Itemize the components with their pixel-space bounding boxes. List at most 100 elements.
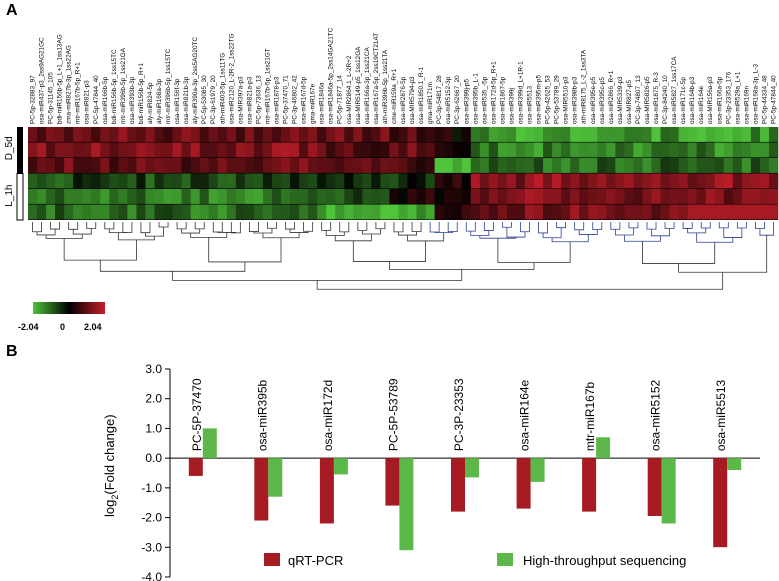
heatmap-cell bbox=[624, 204, 634, 220]
heatmap-cell bbox=[705, 142, 716, 158]
heatmap-cell bbox=[154, 127, 164, 142]
heatmap-column-label: osa-miR821a-p3 bbox=[246, 76, 253, 124]
heatmap-cell bbox=[37, 204, 47, 220]
heatmap-grid bbox=[28, 127, 779, 220]
heatmap-cell bbox=[46, 204, 56, 220]
heatmap-cell bbox=[723, 204, 734, 220]
heatmap-cell bbox=[317, 173, 327, 189]
heatmap-cell bbox=[488, 189, 499, 204]
heatmap-cell bbox=[136, 173, 146, 189]
heatmap-cell bbox=[199, 173, 210, 189]
heatmap-cell bbox=[82, 142, 92, 158]
heatmap-column-label: osa-miR1846a-5p_2ss14GA21TC bbox=[328, 27, 335, 124]
legend-hts-label: High-throughput sequencing bbox=[523, 553, 686, 568]
heatmap-cell bbox=[714, 204, 725, 220]
dendrogram-link bbox=[361, 228, 381, 235]
heatmap-cell bbox=[452, 127, 463, 142]
heatmap-cell bbox=[335, 127, 345, 142]
heatmap-colorbar: -2.04 0 2.04 bbox=[18, 302, 105, 332]
dendrogram-link bbox=[574, 222, 585, 231]
heatmap-cell bbox=[741, 142, 752, 158]
heatmap-cell bbox=[82, 189, 92, 204]
heatmap-cell bbox=[750, 158, 761, 173]
heatmap-cell bbox=[317, 189, 327, 204]
dendrogram-link bbox=[32, 222, 42, 233]
heatmap-cell bbox=[226, 142, 237, 158]
heatmap-cell bbox=[416, 204, 426, 220]
heatmap-column-label: osa-miR5827_1ss17CA bbox=[671, 56, 678, 124]
heatmap-cell bbox=[344, 158, 354, 173]
heatmap-cell bbox=[299, 173, 309, 189]
heatmap-cell bbox=[181, 158, 191, 173]
heatmap-cell bbox=[515, 173, 526, 189]
heatmap-cell bbox=[606, 189, 616, 204]
heatmap-cell bbox=[326, 127, 336, 142]
heatmap-cell bbox=[371, 173, 381, 189]
heatmap-cell bbox=[308, 204, 318, 220]
heatmap-column-label: osa-miR395b_L-1 bbox=[472, 73, 479, 124]
heatmap-cell bbox=[759, 142, 770, 158]
heatmap-cell bbox=[362, 173, 372, 189]
heatmap-cell bbox=[398, 204, 408, 220]
heatmap-cell bbox=[506, 204, 517, 220]
dendrogram-link bbox=[755, 222, 765, 230]
heatmap-cell bbox=[208, 173, 219, 189]
dendrogram-link bbox=[230, 222, 241, 234]
heatmap-cell bbox=[308, 173, 318, 189]
heatmap-cell bbox=[127, 142, 137, 158]
bar-chart-bars bbox=[188, 428, 742, 551]
heatmap-cell bbox=[561, 204, 571, 220]
heatmap-cell bbox=[669, 204, 679, 220]
heatmap-cell bbox=[723, 189, 734, 204]
heatmap-cell bbox=[759, 173, 770, 189]
dendrogram-link bbox=[248, 222, 259, 232]
heatmap-cell bbox=[389, 142, 399, 158]
heatmap-cell bbox=[281, 173, 291, 189]
heatmap-cell bbox=[759, 204, 770, 220]
category-label: osa-miR5152 bbox=[649, 379, 663, 451]
heatmap-cell bbox=[524, 158, 535, 173]
heatmap-cell bbox=[696, 204, 707, 220]
bar-chart-category-labels: PC-5P-37470 osa-miR395b osa-miR172d PC-5P-5… bbox=[190, 378, 728, 451]
heatmap-cell bbox=[37, 142, 47, 158]
dendrogram-link bbox=[407, 232, 445, 242]
dendrogram-link bbox=[104, 222, 115, 230]
heatmap-cell bbox=[660, 204, 670, 220]
heatmap-column-labels: PC-5p-32883_97 osa-miR437-p3_2ss9AG21GC PC… bbox=[30, 27, 778, 124]
heatmap-cell bbox=[91, 173, 101, 189]
heatmap-column-label: osa-miR172d-5p_R+1 bbox=[490, 61, 497, 124]
heatmap-cell bbox=[588, 127, 598, 142]
heatmap-cell bbox=[597, 189, 607, 204]
heatmap-column-label: osa-miR395e-p5 bbox=[590, 76, 597, 124]
heatmap-cell bbox=[633, 204, 643, 220]
heatmap-cell bbox=[443, 204, 453, 220]
heatmap-cell bbox=[615, 127, 625, 142]
heatmap-column-label: osa-MIR827-p5 bbox=[626, 80, 633, 124]
heatmap-cell bbox=[190, 142, 200, 158]
heatmap-cell bbox=[380, 173, 390, 189]
heatmap-cell bbox=[497, 142, 508, 158]
heatmap-cell bbox=[208, 204, 219, 220]
heatmap-cell bbox=[163, 127, 173, 142]
heatmap-cell bbox=[534, 142, 544, 158]
heatmap-column-label: osa-MIR5149-p5_1ss12GA bbox=[355, 46, 362, 124]
heatmap-cell bbox=[497, 204, 508, 220]
heatmap-cell bbox=[759, 158, 770, 173]
heatmap-cell bbox=[28, 189, 38, 204]
heatmap-cell bbox=[389, 204, 399, 220]
heatmap-column-label: PC-5p-32883_97 bbox=[30, 75, 37, 124]
y-tick-label: 2.0 bbox=[145, 392, 162, 406]
heatmap-cell bbox=[55, 158, 65, 173]
heatmap-cell bbox=[407, 142, 417, 158]
category-label: osa-miR395b bbox=[255, 379, 269, 451]
heatmap-cell bbox=[55, 204, 65, 220]
dendrogram-link bbox=[687, 227, 707, 234]
dendrogram-link bbox=[646, 222, 657, 230]
heatmap-cell bbox=[308, 158, 318, 173]
heatmap-column-label: osa-miR167d-5p bbox=[301, 76, 308, 124]
hts-bar bbox=[596, 437, 611, 459]
heatmap-cell bbox=[543, 204, 553, 220]
heatmap-cell bbox=[172, 173, 182, 189]
heatmap-cell bbox=[750, 204, 761, 220]
heatmap-cell bbox=[768, 158, 779, 173]
